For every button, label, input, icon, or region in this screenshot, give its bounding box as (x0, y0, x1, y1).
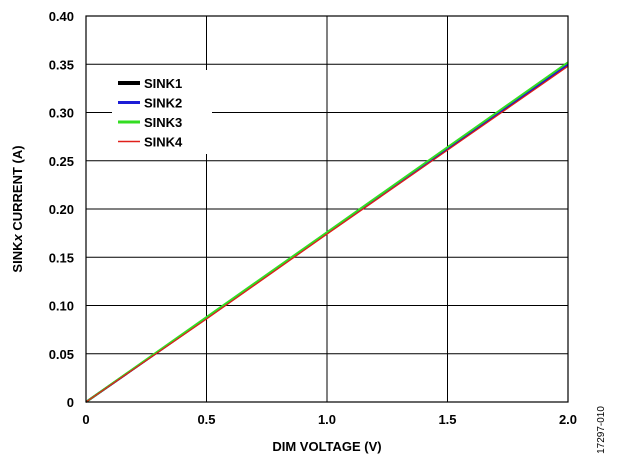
legend-label-sink2: SINK2 (144, 96, 182, 111)
figure-id: 17297-010 (596, 406, 607, 454)
x-tick-labels: 0 0.5 1.0 1.5 2.0 (82, 412, 577, 427)
y-tick-label: 0.05 (49, 347, 74, 362)
y-tick-label: 0.30 (49, 106, 74, 121)
legend-label-sink1: SINK1 (144, 76, 182, 91)
y-tick-label: 0.10 (49, 299, 74, 314)
y-tick-label: 0.25 (49, 154, 74, 169)
y-tick-label: 0.20 (49, 202, 74, 217)
series-lines (85, 61, 569, 403)
y-tick-labels: 0 0.05 0.10 0.15 0.20 0.25 0.30 0.35 0.40 (49, 9, 74, 410)
y-tick-label: 0.40 (49, 9, 74, 24)
legend: SINK1 SINK2 SINK3 SINK4 (112, 70, 212, 154)
x-tick-label: 0 (82, 412, 89, 427)
x-tick-label: 2.0 (559, 412, 577, 427)
x-tick-label: 0.5 (197, 412, 215, 427)
y-tick-label: 0.35 (49, 57, 74, 72)
series-line-sink3 (85, 61, 569, 403)
x-tick-label: 1.5 (438, 412, 456, 427)
y-tick-label: 0 (67, 395, 74, 410)
x-axis-label: DIM VOLTAGE (V) (272, 439, 381, 454)
y-axis-label: SINKx CURRENT (A) (10, 145, 25, 272)
series-line-sink4 (85, 65, 569, 403)
legend-label-sink3: SINK3 (144, 115, 182, 130)
x-tick-label: 1.0 (318, 412, 336, 427)
plot-frame (85, 15, 569, 403)
y-tick-label: 0.15 (49, 250, 74, 265)
legend-label-sink4: SINK4 (144, 135, 183, 150)
